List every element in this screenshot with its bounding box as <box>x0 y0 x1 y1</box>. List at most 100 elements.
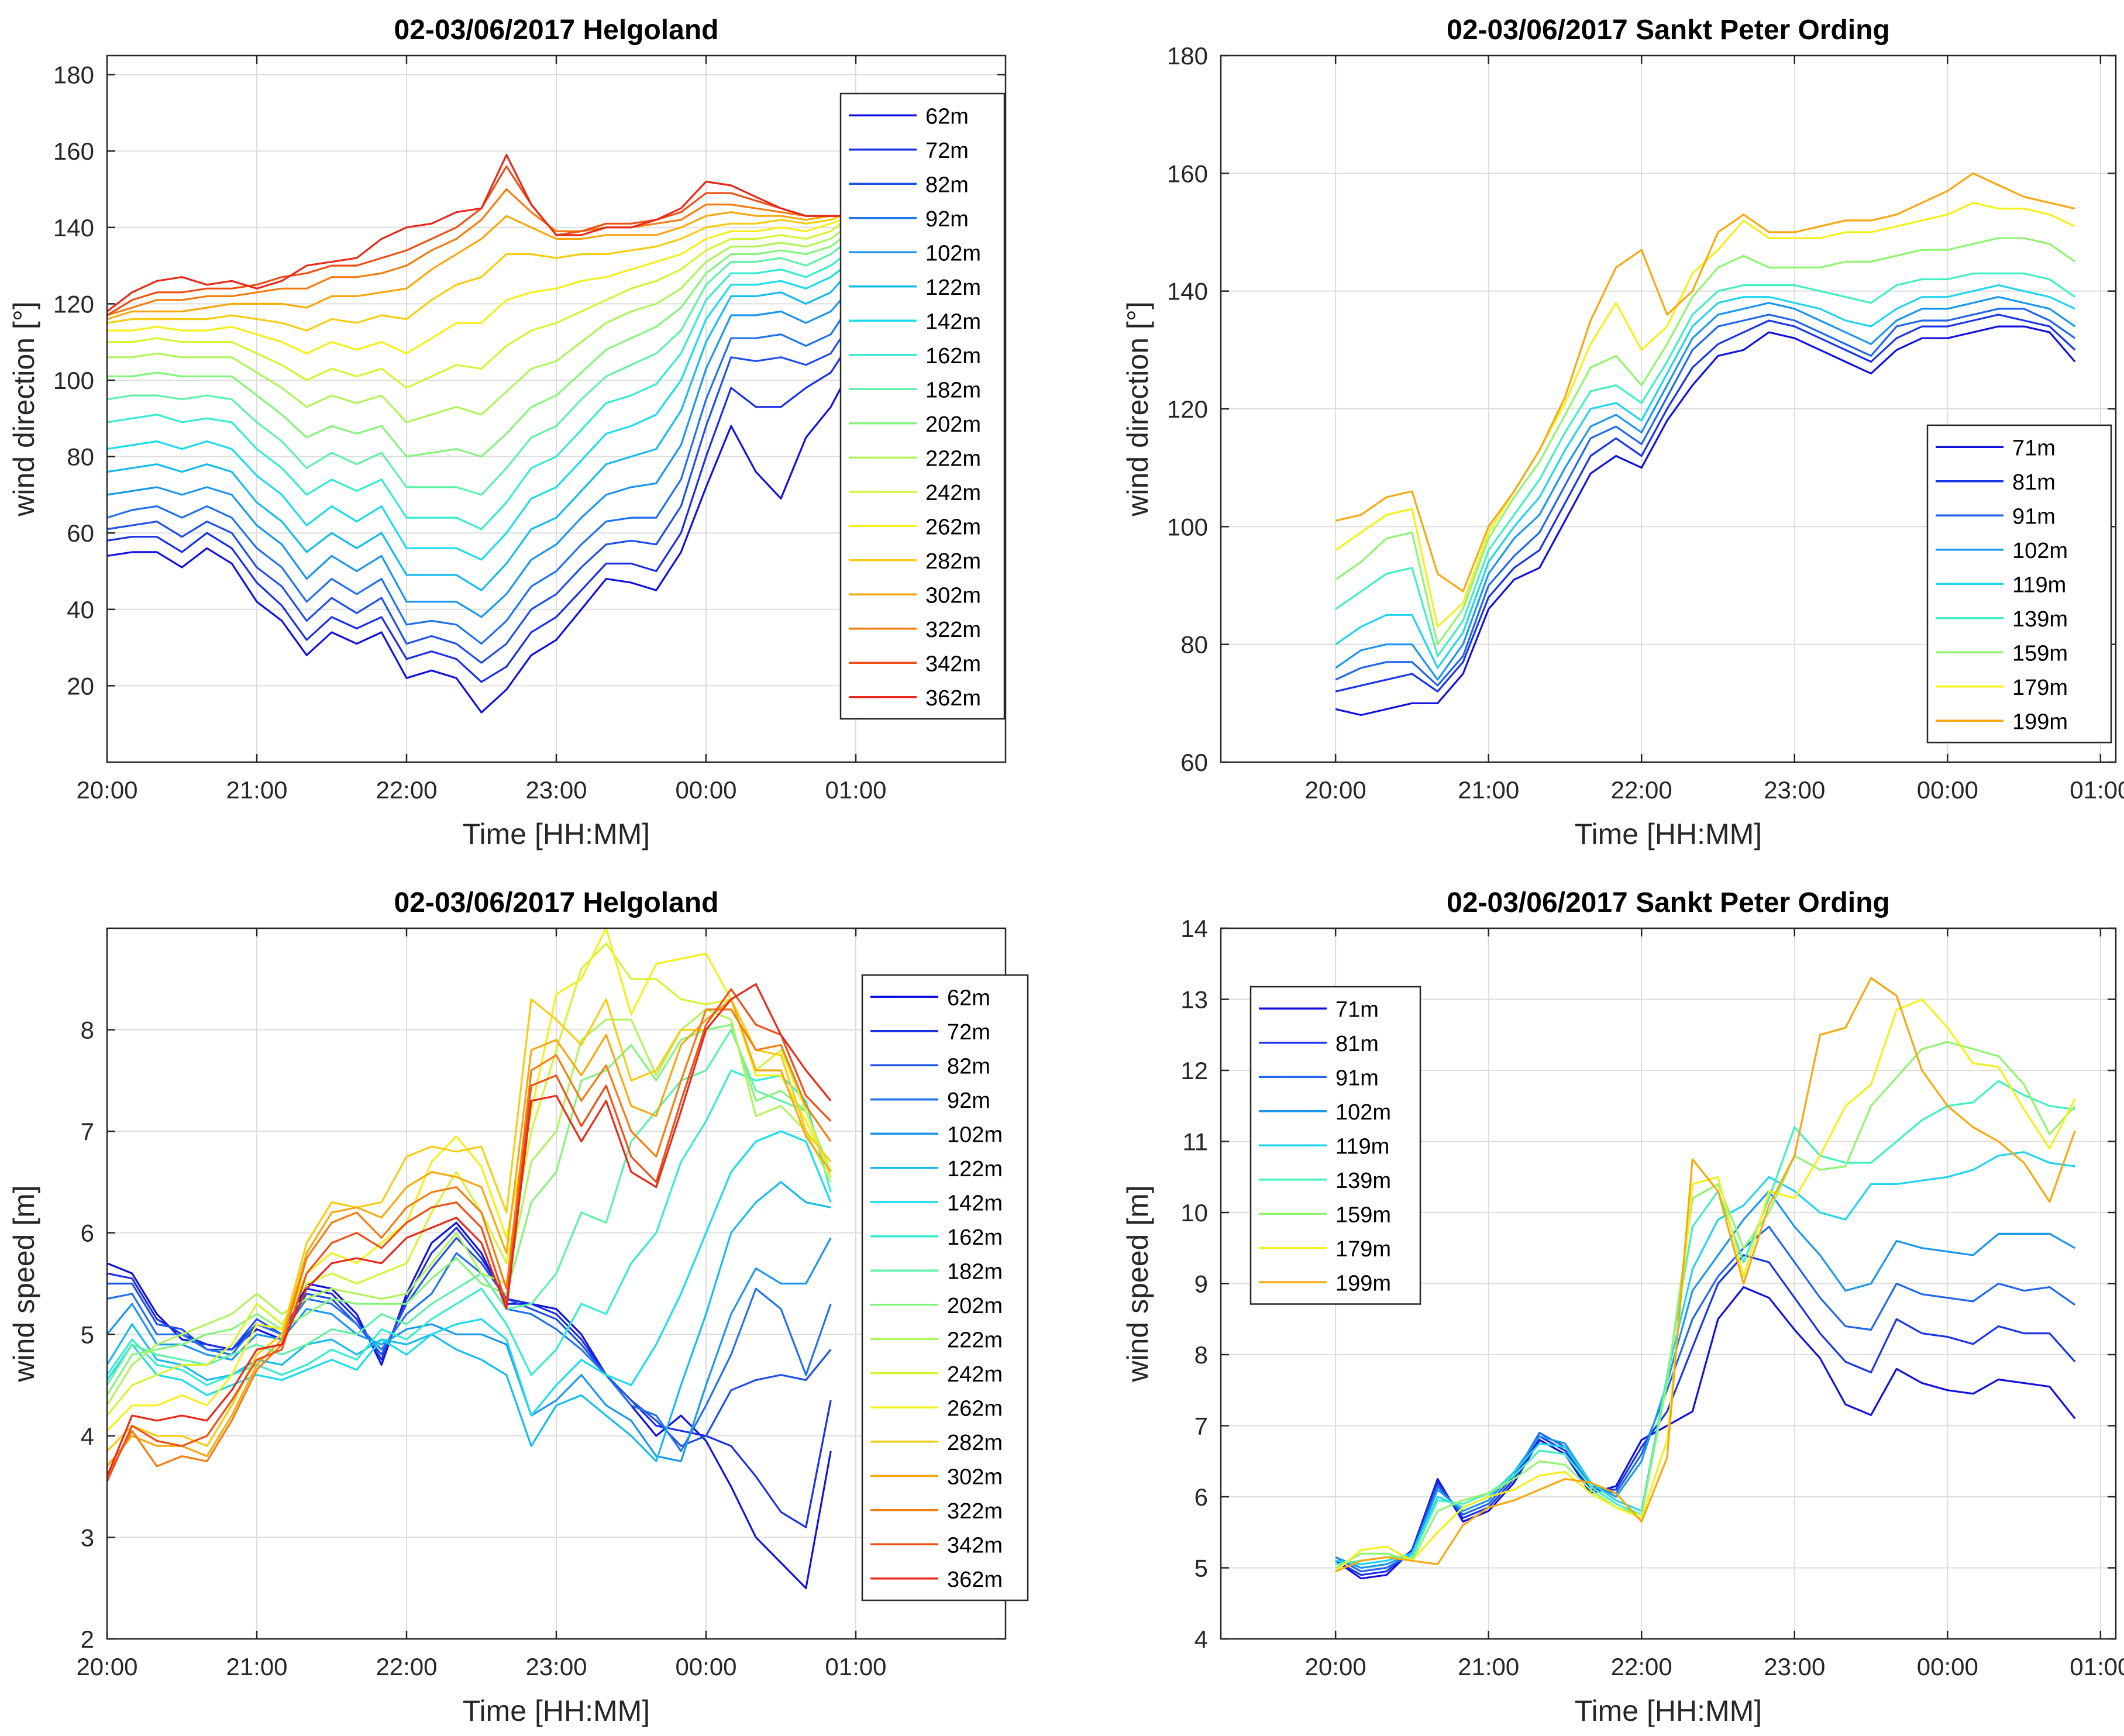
y-tick-label: 80 <box>1180 631 1208 659</box>
chart-panel-0: 20:00 21:00 22:00 23:00 00:00 01:00 20 40 60 80 10… <box>8 15 1007 850</box>
series-line-362m <box>106 983 832 1477</box>
legend-label: 242m <box>925 481 981 505</box>
series-line-362m <box>106 154 841 312</box>
legend-label: 159m <box>2012 641 2068 666</box>
legend-label: 182m <box>925 378 981 402</box>
legend-label: 159m <box>1335 1203 1391 1227</box>
legend-label: 242m <box>947 1362 1003 1387</box>
x-axis-label: Time [HH:MM] <box>1575 818 1762 850</box>
x-tick-label: 23:00 <box>1764 1653 1825 1680</box>
series-line-119m <box>1335 284 2075 669</box>
legend-label: 322m <box>947 1499 1003 1524</box>
legend-label: 142m <box>925 309 981 334</box>
y-axis-label: wind speed [m] <box>1121 1185 1154 1382</box>
legend-label: 82m <box>947 1054 990 1079</box>
legend-label: 102m <box>2012 539 2068 563</box>
y-tick-label: 100 <box>1167 513 1208 540</box>
x-tick-label: 23:00 <box>1764 776 1825 804</box>
series-line-262m <box>107 219 841 354</box>
series-line-91m <box>1335 308 2076 687</box>
x-axis-label: Time [HH:MM] <box>463 818 650 850</box>
legend-label: 122m <box>925 275 981 300</box>
legend-label: 72m <box>947 1020 990 1045</box>
series-line-159m <box>1335 1041 2076 1569</box>
x-tick-label: 23:00 <box>525 1653 587 1680</box>
y-tick-label: 12 <box>1180 1057 1208 1084</box>
series-line-139m <box>1335 1080 2075 1565</box>
x-tick-label: 01:00 <box>2070 776 2124 804</box>
x-tick-label: 23:00 <box>525 776 587 804</box>
y-tick-label: 7 <box>81 1118 94 1145</box>
x-tick-label: 20:00 <box>1305 776 1366 804</box>
legend-label: 92m <box>925 207 969 232</box>
legend-label: 199m <box>1335 1271 1391 1296</box>
chart-title: 02-03/06/2017 Helgoland <box>394 15 719 46</box>
legend-label: 342m <box>925 652 981 676</box>
series-line-71m <box>1335 325 2076 717</box>
x-tick-label: 22:00 <box>376 1653 437 1680</box>
y-tick-label: 20 <box>67 672 94 700</box>
x-tick-label: 20:00 <box>1305 1653 1366 1680</box>
legend-label: 199m <box>2012 709 2068 734</box>
series-line-199m <box>1335 172 2075 593</box>
y-tick-label: 3 <box>81 1524 94 1551</box>
series-line-202m <box>107 238 842 458</box>
legend-label: 162m <box>947 1225 1003 1250</box>
x-tick-label: 01:00 <box>2070 1653 2124 1680</box>
y-tick-label: 60 <box>67 519 94 547</box>
legend-label: 62m <box>925 104 969 129</box>
legend-label: 81m <box>2012 470 2056 495</box>
legend-label: 119m <box>2012 573 2066 597</box>
y-tick-label: 14 <box>1180 915 1208 942</box>
legend-label: 102m <box>1335 1100 1391 1125</box>
series-line-322m <box>106 1008 832 1477</box>
legend-label: 302m <box>947 1465 1003 1489</box>
legend: 71m 81m 91m 102m 119m 139m 159m 179m 199m <box>1249 986 1421 1305</box>
series-line-302m <box>106 211 841 321</box>
y-tick-label: 6 <box>1194 1483 1208 1511</box>
legend-label: 262m <box>947 1396 1003 1421</box>
y-tick-label: 160 <box>53 137 94 165</box>
legend-label: 282m <box>947 1431 1003 1455</box>
series-line-179m <box>1335 998 2076 1572</box>
series-line-62m <box>106 387 842 714</box>
legend-label: 122m <box>947 1157 1003 1182</box>
x-tick-label: 01:00 <box>825 776 886 804</box>
y-tick-label: 80 <box>67 443 94 471</box>
y-tick-label: 9 <box>1194 1270 1208 1298</box>
series-line-71m <box>1335 1286 2076 1580</box>
y-tick-label: 140 <box>1167 278 1208 305</box>
y-tick-label: 100 <box>53 367 94 394</box>
legend-label: 182m <box>947 1259 1003 1284</box>
series-line-302m <box>106 998 832 1467</box>
chart-title: 02-03/06/2017 Helgoland <box>394 887 719 918</box>
series-line-72m <box>106 356 842 683</box>
chart-panel-2: 20:00 21:00 22:00 23:00 00:00 01:00 2 3 4 5 6 7 8 02-… <box>8 887 1029 1727</box>
x-tick-label: 21:00 <box>226 776 287 804</box>
series-line-242m <box>107 223 842 389</box>
legend-label: 322m <box>925 618 981 642</box>
y-tick-label: 180 <box>1167 42 1208 70</box>
chart-panel-3: 20:00 21:00 22:00 23:00 00:00 01:00 4 5 6 7 8 9 10 11… <box>1121 887 2124 1727</box>
series-line-162m <box>106 1069 832 1386</box>
legend-label: 91m <box>2012 504 2056 529</box>
legend-label: 82m <box>925 173 969 197</box>
legend-label: 139m <box>1335 1169 1391 1193</box>
series-line-222m <box>106 1008 832 1406</box>
series-line-162m <box>106 257 842 531</box>
x-tick-label: 00:00 <box>675 1653 736 1680</box>
series-line-139m <box>1335 272 2076 657</box>
y-tick-label: 160 <box>1167 160 1208 187</box>
series-line-91m <box>1335 1225 2076 1573</box>
x-tick-label: 21:00 <box>1458 776 1519 804</box>
series-line-119m <box>1335 1151 2075 1565</box>
y-tick-label: 8 <box>1194 1341 1208 1369</box>
series-line-92m <box>106 318 842 645</box>
legend-label: 202m <box>925 412 981 437</box>
legend-label: 71m <box>1335 997 1379 1022</box>
legend-label: 102m <box>925 241 981 266</box>
legend-box <box>839 92 1006 720</box>
x-tick-label: 01:00 <box>825 1653 886 1680</box>
legend-label: 282m <box>925 549 981 574</box>
legend-label: 222m <box>947 1328 1003 1352</box>
